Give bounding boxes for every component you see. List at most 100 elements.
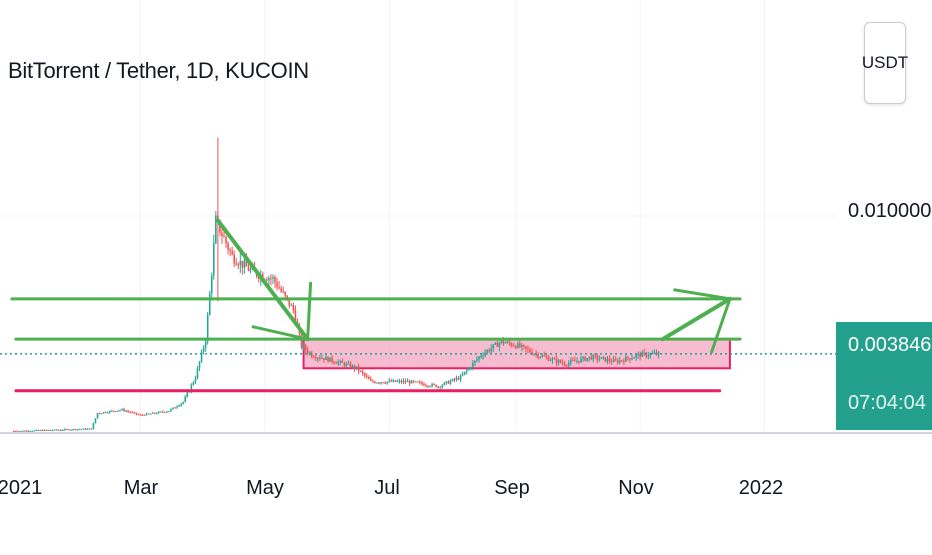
- candle-body: [445, 381, 448, 383]
- candle-body: [43, 429, 46, 431]
- candle-body: [602, 357, 605, 359]
- candle-body: [243, 260, 246, 268]
- candle-body: [170, 409, 172, 412]
- candle-body: [555, 358, 558, 363]
- candle-body: [559, 360, 562, 363]
- candle-body: [378, 382, 380, 384]
- candle-body: [131, 412, 133, 414]
- candle-body: [274, 277, 276, 283]
- candle-body: [266, 279, 268, 281]
- candle-body: [276, 282, 278, 288]
- candle-body: [231, 251, 233, 255]
- candle-body: [504, 342, 507, 344]
- candle-body: [341, 360, 344, 363]
- candle-body: [570, 360, 572, 363]
- candle-body: [363, 373, 366, 376]
- candle-body: [47, 430, 50, 432]
- candle-body: [19, 431, 21, 433]
- candle-body: [510, 343, 513, 346]
- candle-body: [202, 347, 205, 353]
- candle-body: [519, 343, 521, 347]
- candle-body: [545, 356, 548, 358]
- candle-body: [402, 380, 405, 383]
- x-tick-label: Sep: [494, 477, 530, 499]
- candle-body: [317, 357, 319, 359]
- candle-body: [308, 352, 311, 354]
- candle-body: [410, 380, 413, 384]
- candle-body: [657, 351, 660, 355]
- candle-body: [496, 342, 499, 347]
- candle-body: [182, 401, 184, 404]
- candle-body: [627, 356, 629, 359]
- candle-body: [447, 381, 450, 384]
- candle-body: [608, 358, 611, 362]
- candle-body: [72, 429, 74, 431]
- candle-body: [133, 412, 136, 414]
- candle-body: [127, 410, 129, 412]
- candle-body: [567, 362, 570, 366]
- candle-body: [498, 342, 501, 347]
- candle-body: [310, 352, 313, 357]
- candle-body: [229, 249, 231, 252]
- candle-body: [151, 412, 154, 414]
- currency-button[interactable]: USDT: [861, 22, 909, 104]
- candle-body: [606, 358, 609, 362]
- candle-body: [449, 381, 452, 384]
- candle-body: [531, 352, 533, 355]
- x-tick-label: May: [246, 477, 284, 499]
- candle-body: [15, 431, 17, 433]
- candle-body: [192, 382, 195, 385]
- candle-body: [639, 353, 641, 357]
- candle-body: [521, 344, 523, 347]
- candle-body: [523, 344, 525, 347]
- candle-body: [62, 429, 64, 431]
- candle-body: [268, 278, 270, 281]
- candle-body: [618, 360, 621, 363]
- candle-body: [361, 371, 364, 374]
- candle-body: [468, 367, 470, 371]
- candle-body: [215, 215, 217, 244]
- candle-body: [88, 428, 91, 430]
- candle-body: [398, 380, 401, 382]
- candle-body: [480, 355, 482, 357]
- candle-body: [64, 429, 66, 431]
- candle-body: [482, 355, 484, 357]
- candle-body: [27, 430, 29, 432]
- candle-body: [25, 430, 27, 432]
- candle-body: [210, 275, 213, 294]
- candle-body: [653, 352, 656, 354]
- candle-body: [490, 348, 493, 352]
- candle-body: [372, 380, 374, 382]
- candle-body: [111, 410, 113, 412]
- candle-body: [223, 235, 225, 238]
- candle-body: [582, 356, 584, 359]
- currency-button-label: USDT: [861, 53, 909, 72]
- x-tick-label: 2021: [0, 477, 43, 499]
- candle-body: [478, 356, 480, 360]
- candle-body: [235, 263, 238, 265]
- candle-body: [463, 371, 466, 375]
- candle-body: [35, 429, 38, 431]
- candle-body: [516, 343, 519, 349]
- candle-body: [323, 358, 325, 361]
- candle-body: [206, 314, 209, 342]
- candle-body: [594, 355, 597, 357]
- candle-body: [312, 356, 315, 358]
- candle-body: [588, 356, 590, 359]
- candle-body: [610, 361, 613, 363]
- candle-body: [390, 380, 393, 382]
- candle-body: [53, 429, 56, 431]
- candle-body: [455, 377, 458, 380]
- candle-body: [506, 341, 509, 343]
- candle-body: [82, 428, 85, 430]
- candle-body: [280, 288, 282, 292]
- candle-body: [541, 355, 544, 357]
- candle-body: [239, 260, 242, 266]
- candle-body: [233, 254, 235, 264]
- candle-body: [437, 386, 439, 388]
- candle-body: [121, 408, 123, 411]
- candle-body: [376, 382, 378, 384]
- candle-body: [500, 339, 503, 343]
